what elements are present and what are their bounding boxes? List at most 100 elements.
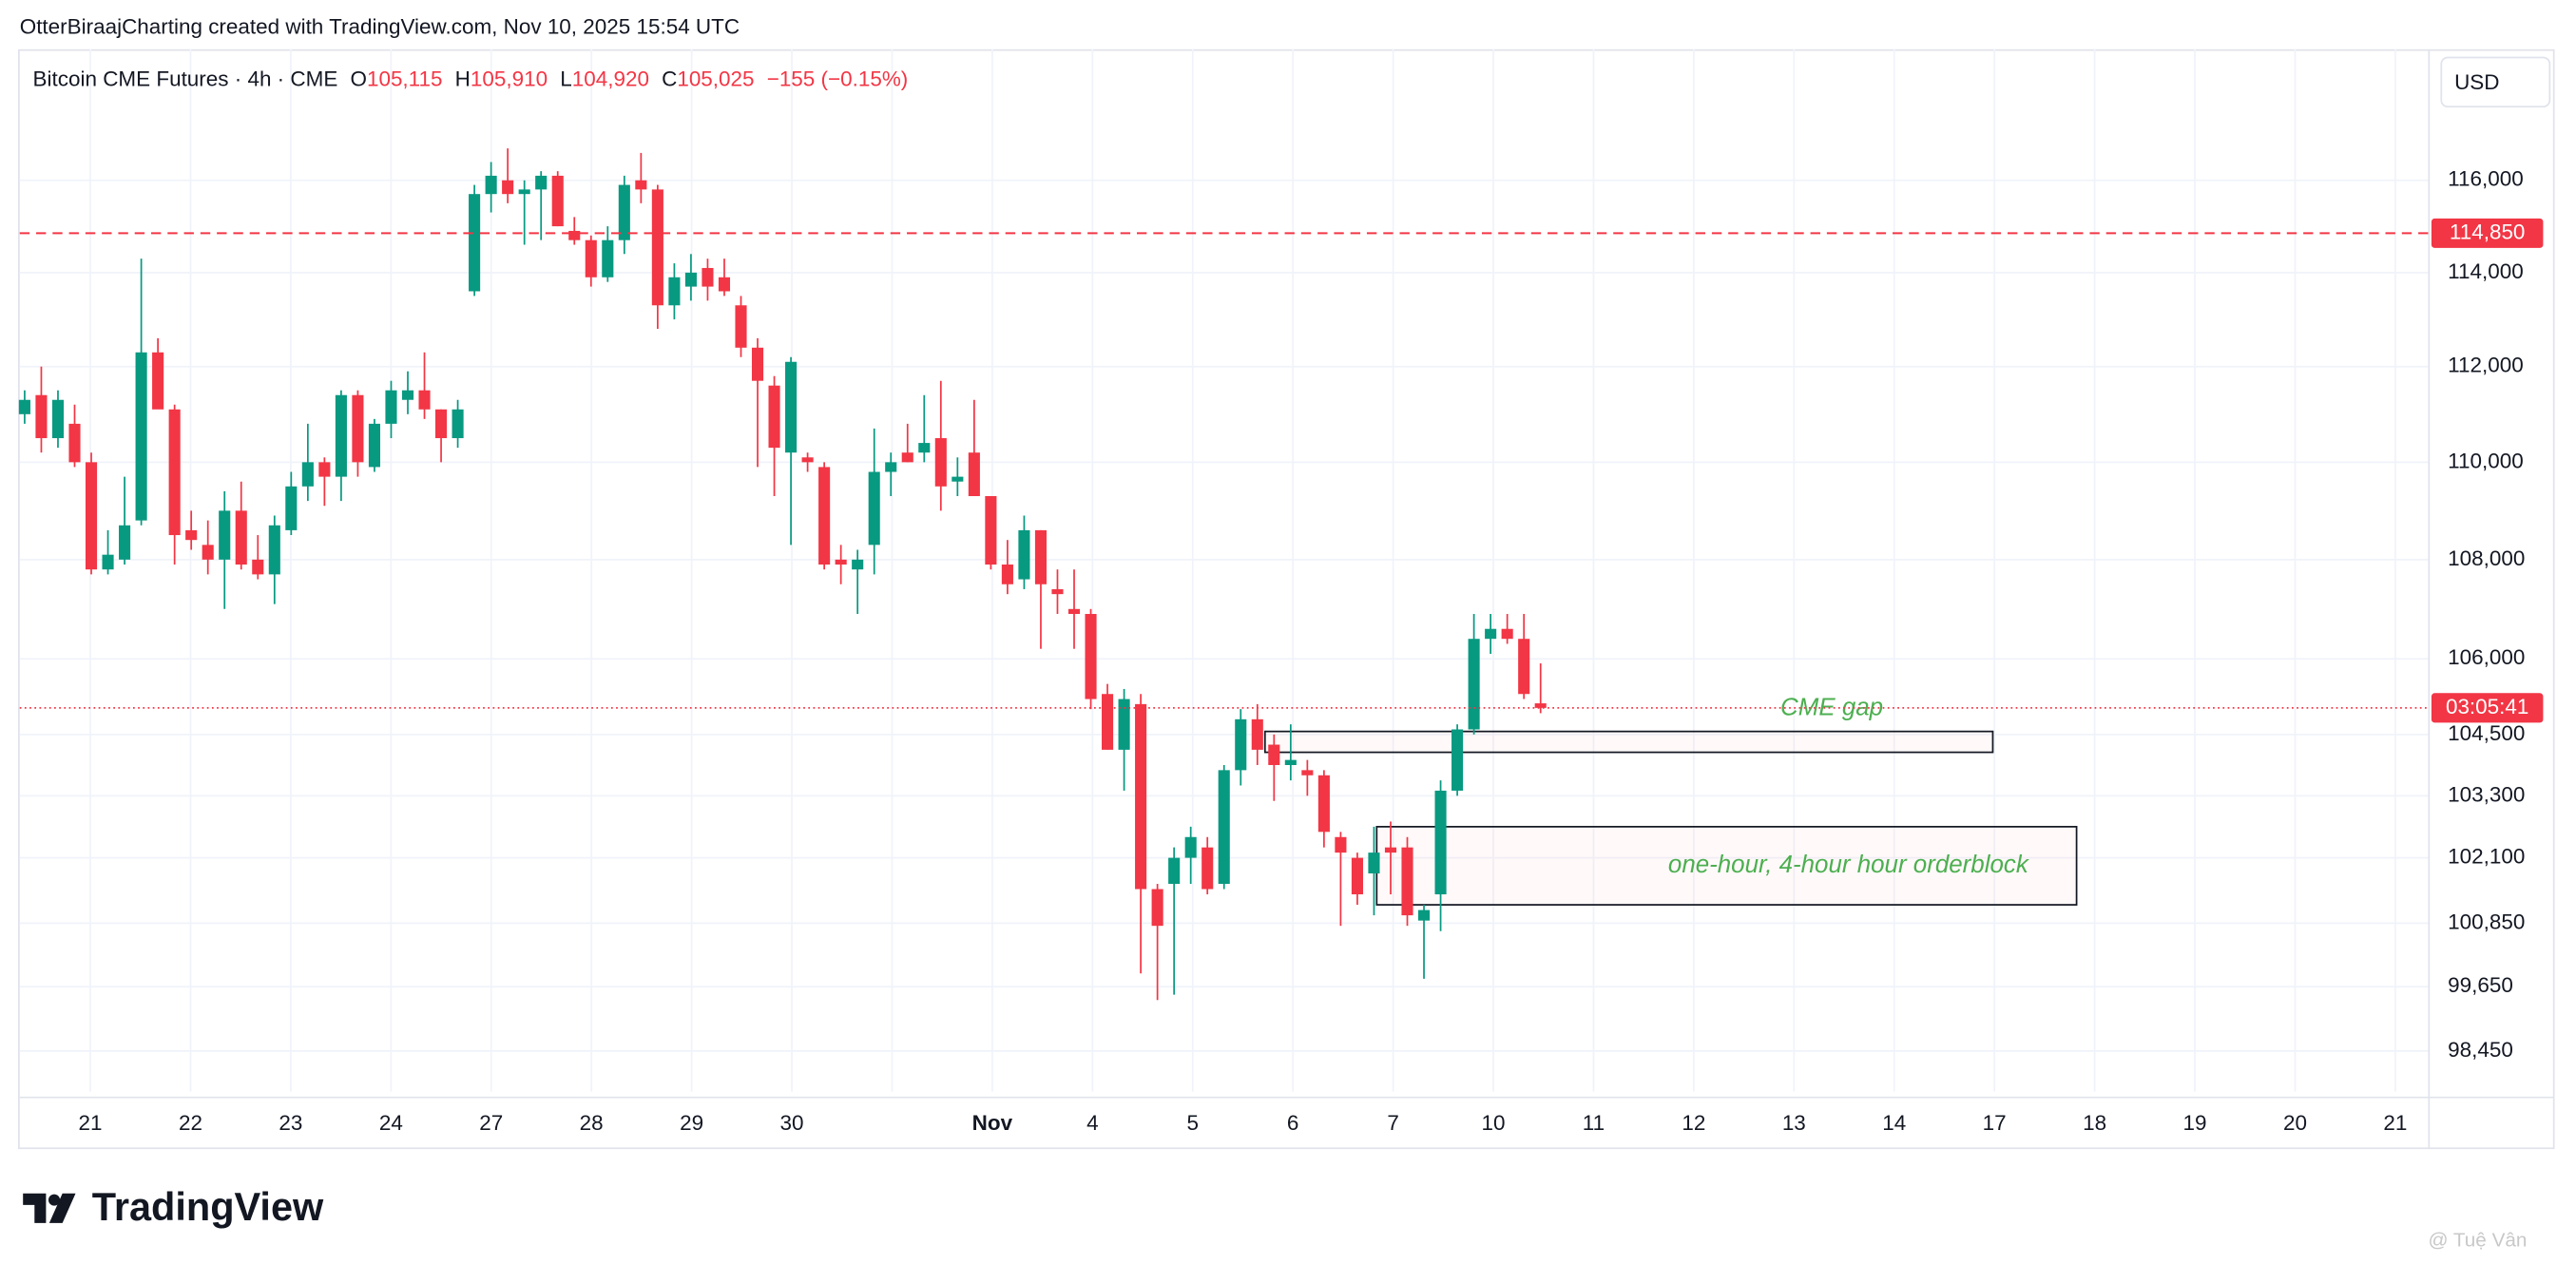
logo-text: TradingView [92, 1184, 324, 1229]
symbol: Bitcoin CME Futures · 4h · CME [33, 67, 338, 91]
candle-body [751, 347, 764, 381]
candle-body [1118, 699, 1130, 750]
ohlc-label: O [351, 67, 367, 91]
candle-body [51, 399, 65, 439]
x-tick-label: 21 [79, 1111, 103, 1135]
candle-body [518, 189, 530, 195]
ohlc-label: C [662, 67, 677, 91]
currency-button[interactable] [2440, 56, 2551, 108]
x-tick-label: 30 [780, 1111, 804, 1135]
candle-body [735, 305, 747, 348]
candle-body [1351, 857, 1363, 895]
candle-body [1485, 628, 1497, 640]
candle-body [219, 510, 231, 560]
x-tick-label: 7 [1387, 1111, 1399, 1135]
candle-body [502, 180, 514, 195]
x-tick-label: 28 [580, 1111, 604, 1135]
candle-body [401, 390, 414, 400]
candle-body [202, 545, 214, 560]
candle-body [1235, 718, 1247, 771]
candle-body [1201, 847, 1214, 890]
candle-body [768, 385, 780, 449]
candle-body [485, 175, 497, 195]
ohlc-label: L [560, 67, 572, 91]
candle-body [1301, 770, 1314, 776]
overlay: 114,850 03:05:41 [19, 218, 2544, 723]
candle-body [1368, 852, 1380, 874]
candle-body [85, 462, 98, 570]
price-label: 114,850 [2450, 220, 2526, 243]
candle-body [535, 175, 548, 190]
x-tick-label: 21 [2383, 1111, 2407, 1135]
candle-body [1384, 847, 1397, 853]
y-tick-label: 108,000 [2448, 546, 2525, 570]
x-tick-label: 17 [1983, 1111, 2007, 1135]
candle-body [1468, 639, 1480, 730]
candle-body [818, 467, 831, 565]
grid: 116,000 114,000 112,000 110,000 108,000 106,0… [19, 48, 2525, 1135]
candle-body [119, 525, 131, 560]
candle-body [68, 423, 81, 463]
zone-label: one-hour, 4-hour hour orderblock [1668, 852, 2030, 878]
candle-body [885, 462, 897, 472]
candle-body [1018, 529, 1030, 580]
candle-body [252, 559, 264, 575]
candle-body [952, 476, 964, 482]
candle-body [1284, 759, 1297, 765]
x-tick-label: 11 [1583, 1111, 1605, 1135]
y-tick-label: 106,000 [2448, 645, 2525, 669]
candle-body [301, 462, 314, 487]
candle-body [152, 352, 164, 410]
x-tick-label: 5 [1187, 1111, 1200, 1135]
candle-body [602, 239, 614, 278]
x-tick-label: 4 [1086, 1111, 1099, 1135]
candle-body [268, 525, 280, 575]
ohlc-value: 105,910 [471, 67, 548, 91]
watermark: @ Tuệ Vân [2428, 1229, 2527, 1251]
x-tick-label: 22 [179, 1111, 202, 1135]
y-tick-label: 104,500 [2448, 721, 2525, 745]
ohlc-value: 104,920 [572, 67, 649, 91]
y-tick-label: 100,850 [2448, 910, 2525, 933]
logo-icon [23, 1193, 76, 1223]
candle-body [1451, 729, 1464, 791]
ohlc-value: 105,115 [367, 67, 443, 91]
legend: Bitcoin CME Futures · 4h · CME O105,115 … [33, 67, 909, 91]
change: −155 (−0.15%) [767, 67, 909, 91]
candle-body [1151, 889, 1163, 927]
candle-body [452, 409, 464, 439]
candle-body [1102, 694, 1114, 750]
candle-body [801, 457, 814, 463]
candle-body [1034, 529, 1048, 584]
candle-body [1534, 703, 1547, 708]
candle-body [835, 559, 847, 565]
candle-body [1085, 614, 1097, 699]
zone-label: CME gap [1780, 694, 1883, 720]
candle-body [635, 180, 647, 190]
candle-body [901, 452, 913, 463]
x-tick-label: 18 [2083, 1111, 2106, 1135]
x-tick-label: 6 [1287, 1111, 1299, 1135]
candle-body [1168, 857, 1181, 885]
candle-body [868, 471, 880, 546]
candle-body [702, 267, 714, 287]
x-tick-label: 27 [479, 1111, 503, 1135]
y-tick-label: 103,300 [2448, 782, 2525, 806]
x-tick-label: 12 [1682, 1111, 1705, 1135]
y-tick-label: 114,000 [2448, 259, 2524, 283]
x-tick-label: 10 [1482, 1111, 1506, 1135]
candle-body [318, 462, 331, 477]
currency[interactable]: USD [2454, 70, 2499, 94]
candle-body [651, 189, 663, 306]
y-tick-label: 112,000 [2448, 354, 2524, 377]
x-tick-label: 23 [279, 1111, 302, 1135]
candle-body [1317, 775, 1330, 833]
ohlc-label: H [455, 67, 471, 91]
candle-body [1184, 836, 1197, 858]
candle-body [1335, 836, 1347, 853]
candle-body [1501, 628, 1513, 640]
candle-body [418, 390, 431, 410]
candle-body [785, 361, 798, 453]
